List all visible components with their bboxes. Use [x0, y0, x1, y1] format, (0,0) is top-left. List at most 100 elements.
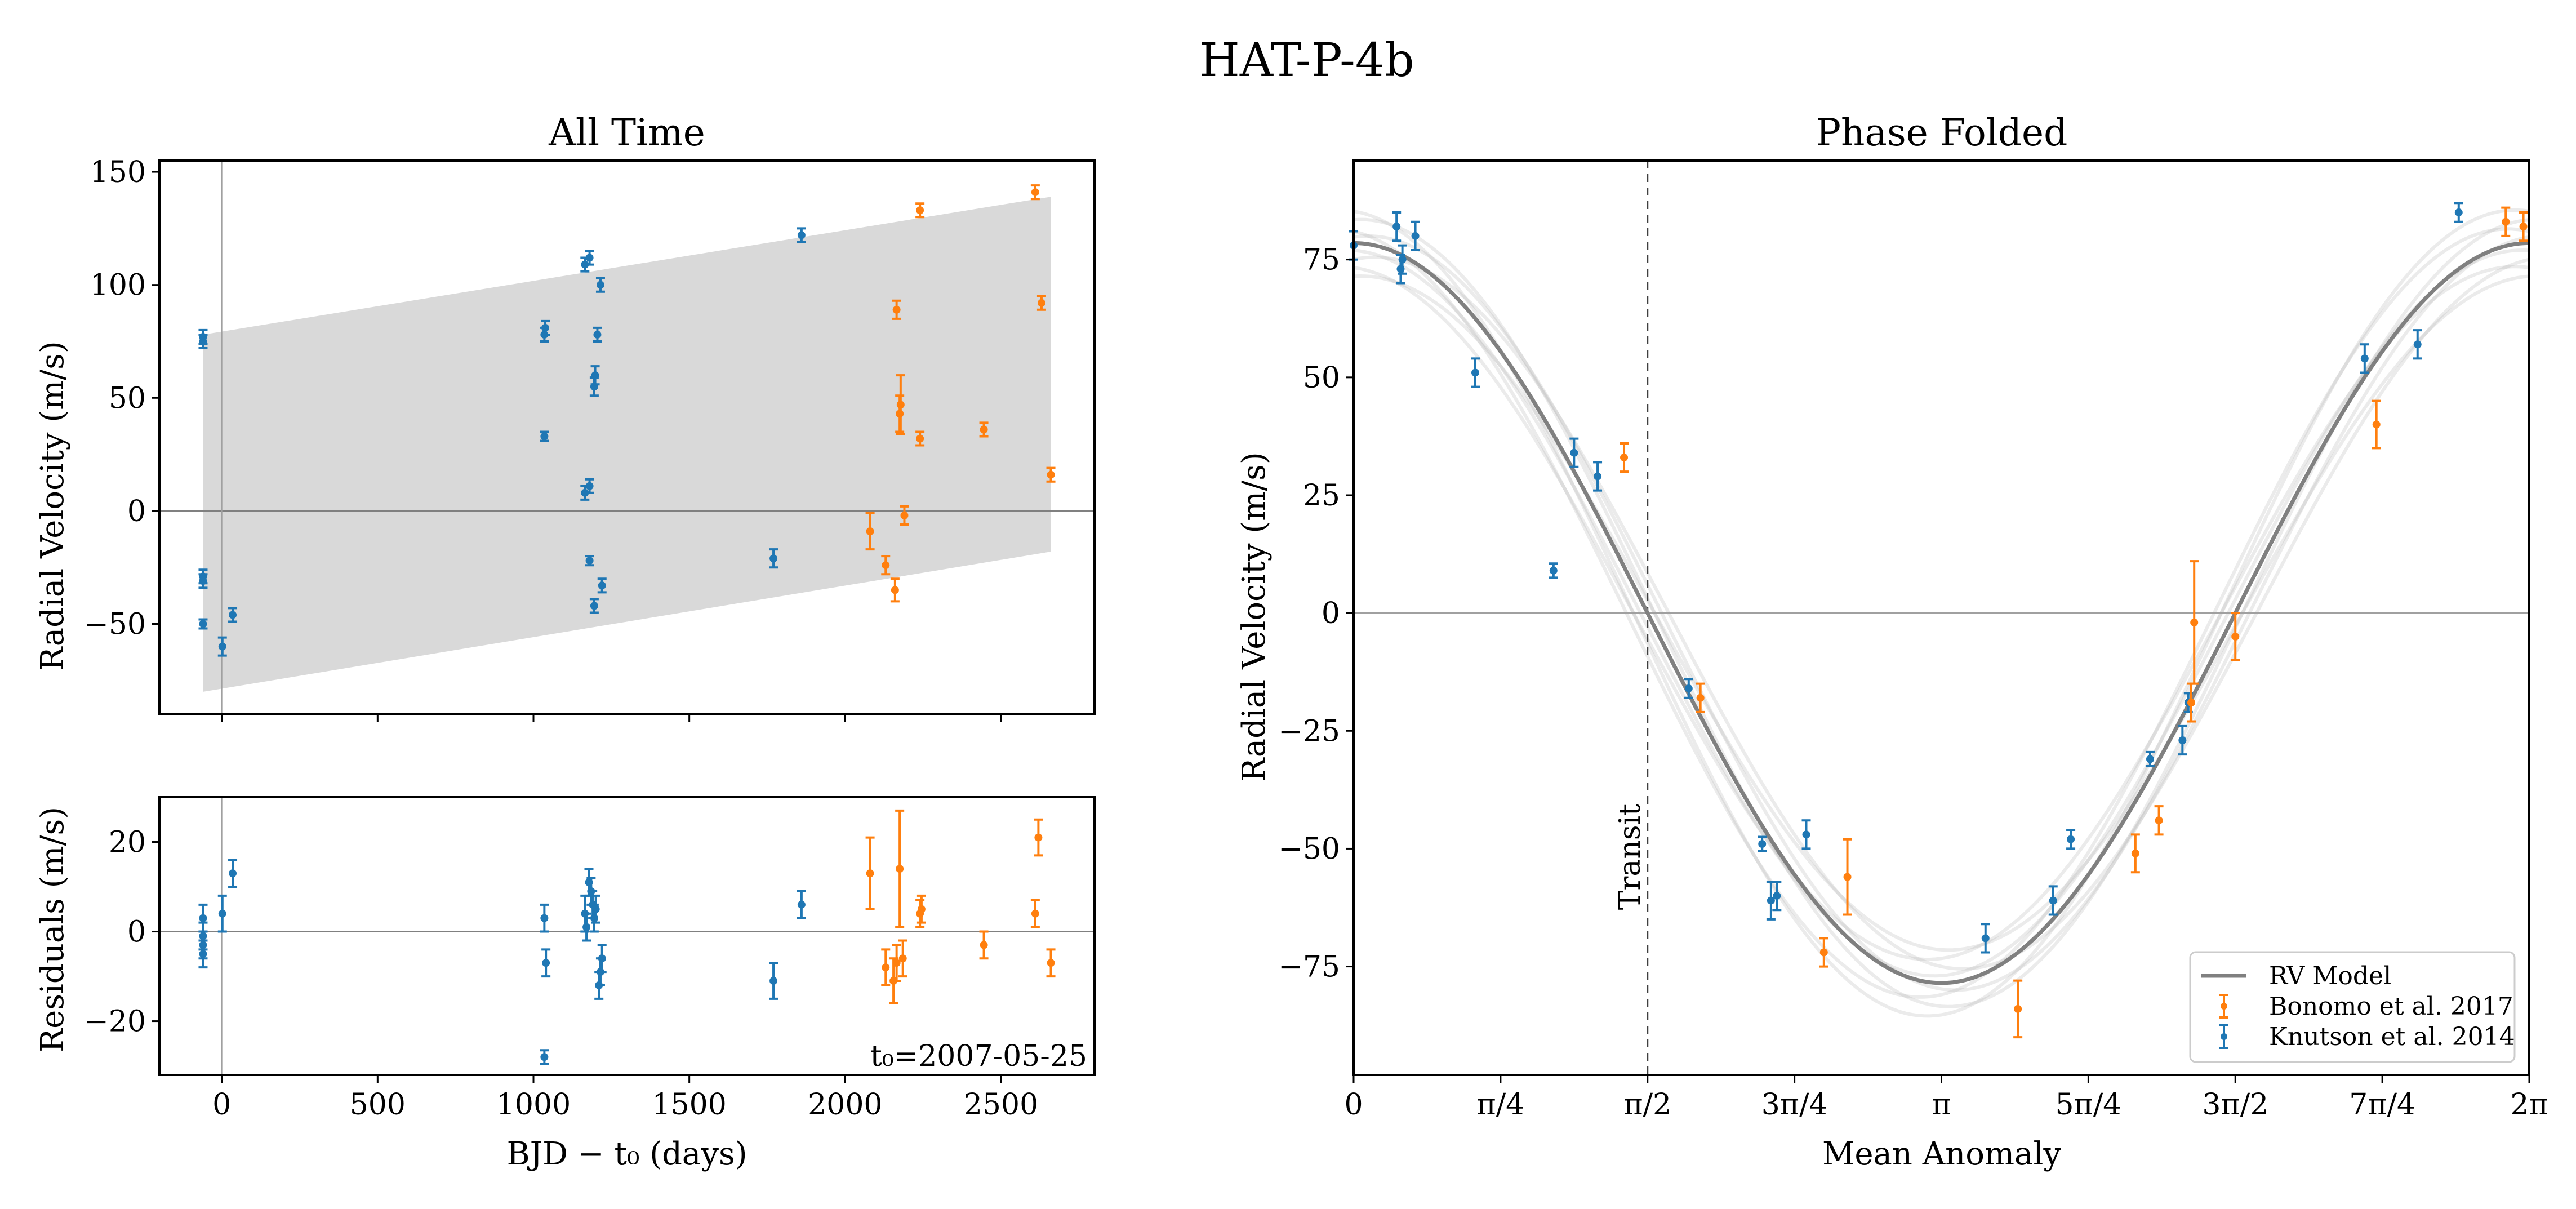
data-point	[1620, 442, 1629, 473]
y-tick-label: −50	[84, 608, 146, 642]
data-point	[1981, 923, 1990, 954]
data-point	[890, 577, 900, 603]
residual-point	[895, 809, 905, 928]
residuals-plot-area: 0 500 1000 1500 2000 2500 −20 0 20	[84, 796, 1096, 1122]
residual-point	[591, 894, 600, 924]
y-tick-label: 100	[90, 269, 146, 303]
data-point	[1036, 295, 1046, 311]
y-tick-label: −75	[1278, 950, 1340, 984]
phase-folded-panel: Phase Folded Transit 0 π/4 π/2 3π/4 π 5π/4 3π/2…	[1236, 111, 2548, 1172]
x-tick-label: 1500	[652, 1088, 726, 1122]
data-point	[1843, 838, 1852, 916]
data-point	[595, 277, 605, 293]
residual-point	[198, 939, 208, 969]
residual-point	[540, 903, 549, 933]
data-point	[541, 319, 550, 336]
legend-bonomo-label: Bonomo et al. 2017	[2269, 992, 2513, 1021]
legend-knutson-label: Knutson et al. 2014	[2269, 1023, 2515, 1051]
residuals-xlabel: BJD − t₀ (days)	[506, 1136, 747, 1172]
residual-point	[541, 948, 551, 978]
data-point	[1030, 184, 1040, 201]
data-point	[593, 326, 602, 343]
residual-point	[898, 939, 907, 978]
transit-label: Transit	[1613, 804, 1647, 910]
residuals-axes-frame	[158, 796, 1096, 1076]
data-point	[198, 618, 208, 630]
data-point	[979, 421, 989, 438]
data-point	[585, 555, 594, 567]
x-tick-label: 500	[350, 1088, 406, 1122]
phase-folded-ylabel: Radial Velocity (m/s)	[1236, 452, 1273, 781]
model-samples	[1353, 208, 2530, 1018]
y-tick-label: 75	[1303, 243, 1340, 277]
y-tick-label: 50	[109, 381, 146, 415]
residual-point	[1046, 948, 1056, 978]
data-point	[865, 512, 875, 551]
y-tick-label: −20	[84, 1005, 146, 1039]
data-point	[2413, 329, 2422, 360]
data-point	[1819, 937, 1828, 968]
data-point	[2231, 612, 2240, 661]
data-point	[198, 328, 208, 345]
data-point	[1471, 357, 1480, 388]
legend-model-label: RV Model	[2269, 962, 2391, 990]
model-uncertainty-band	[203, 197, 1051, 692]
residual-point	[217, 894, 227, 933]
y-tick-label: 0	[127, 495, 146, 528]
data-point	[2519, 211, 2528, 242]
x-tick-label: 2500	[964, 1088, 1038, 1122]
residual-point	[540, 1049, 549, 1065]
data-point	[2048, 885, 2058, 916]
y-tick-label: 20	[109, 826, 146, 860]
phase-folded-title: Phase Folded	[1816, 111, 2068, 154]
x-tick-label: 3π/4	[1761, 1088, 1828, 1122]
data-point	[198, 573, 208, 589]
residuals-panel: 0 500 1000 1500 2000 2500 −20 0 20 Residuals (m/…	[34, 796, 1096, 1172]
legend-bonomo-swatch	[2219, 994, 2228, 1019]
residual-point	[1034, 818, 1043, 857]
y-tick-label: −50	[1278, 832, 1340, 866]
data-point	[228, 607, 238, 623]
x-tick-label: 3π/2	[2202, 1088, 2268, 1122]
data-point	[2372, 399, 2381, 450]
residual-point	[595, 957, 605, 986]
data-point	[915, 430, 925, 447]
x-tick-label: π/2	[1623, 1088, 1671, 1122]
residual-point	[769, 962, 778, 1000]
data-point	[1411, 220, 1420, 251]
x-tick-label: π/4	[1476, 1088, 1524, 1122]
data-point	[1696, 682, 1705, 713]
legend-knutson-swatch	[2219, 1024, 2228, 1049]
data-point	[2130, 833, 2140, 874]
all-time-title: All Time	[548, 111, 705, 154]
data-point	[597, 577, 607, 594]
data-point	[1801, 819, 1811, 850]
y-tick-label: 50	[1303, 361, 1340, 395]
residual-point	[228, 859, 238, 888]
figure-title: HAT-P-4b	[1199, 34, 1414, 87]
data-point	[1549, 562, 1558, 579]
residual-point	[582, 912, 591, 942]
data-point	[2145, 750, 2155, 768]
phase-folded-plot-area: Transit 0 π/4 π/2 3π/4 π 5π/4 3π/2 7π/4 2π −75 −50 −…	[1278, 159, 2548, 1122]
data-point	[585, 250, 594, 266]
data-point	[1398, 244, 1407, 275]
y-tick-label: 25	[1303, 479, 1340, 513]
residual-point	[916, 894, 926, 924]
data-point	[915, 202, 925, 219]
data-point	[2178, 724, 2187, 756]
data-point	[769, 548, 778, 569]
data-point	[1392, 211, 1402, 242]
all-time-ylabel: Radial Velocity (m/s)	[34, 341, 71, 670]
data-point	[1766, 880, 1776, 921]
data-point	[1758, 835, 1767, 852]
data-point	[2360, 343, 2369, 374]
residual-point	[797, 890, 806, 919]
all-time-axes-frame	[158, 159, 1096, 715]
legend: RV Model Bonomo et al. 2017 Knutson et a…	[2189, 951, 2516, 1063]
y-tick-label: 150	[90, 155, 146, 189]
data-point	[900, 505, 909, 526]
phase-folded-xlabel: Mean Anomaly	[1822, 1136, 2061, 1172]
data-point	[2501, 206, 2511, 237]
